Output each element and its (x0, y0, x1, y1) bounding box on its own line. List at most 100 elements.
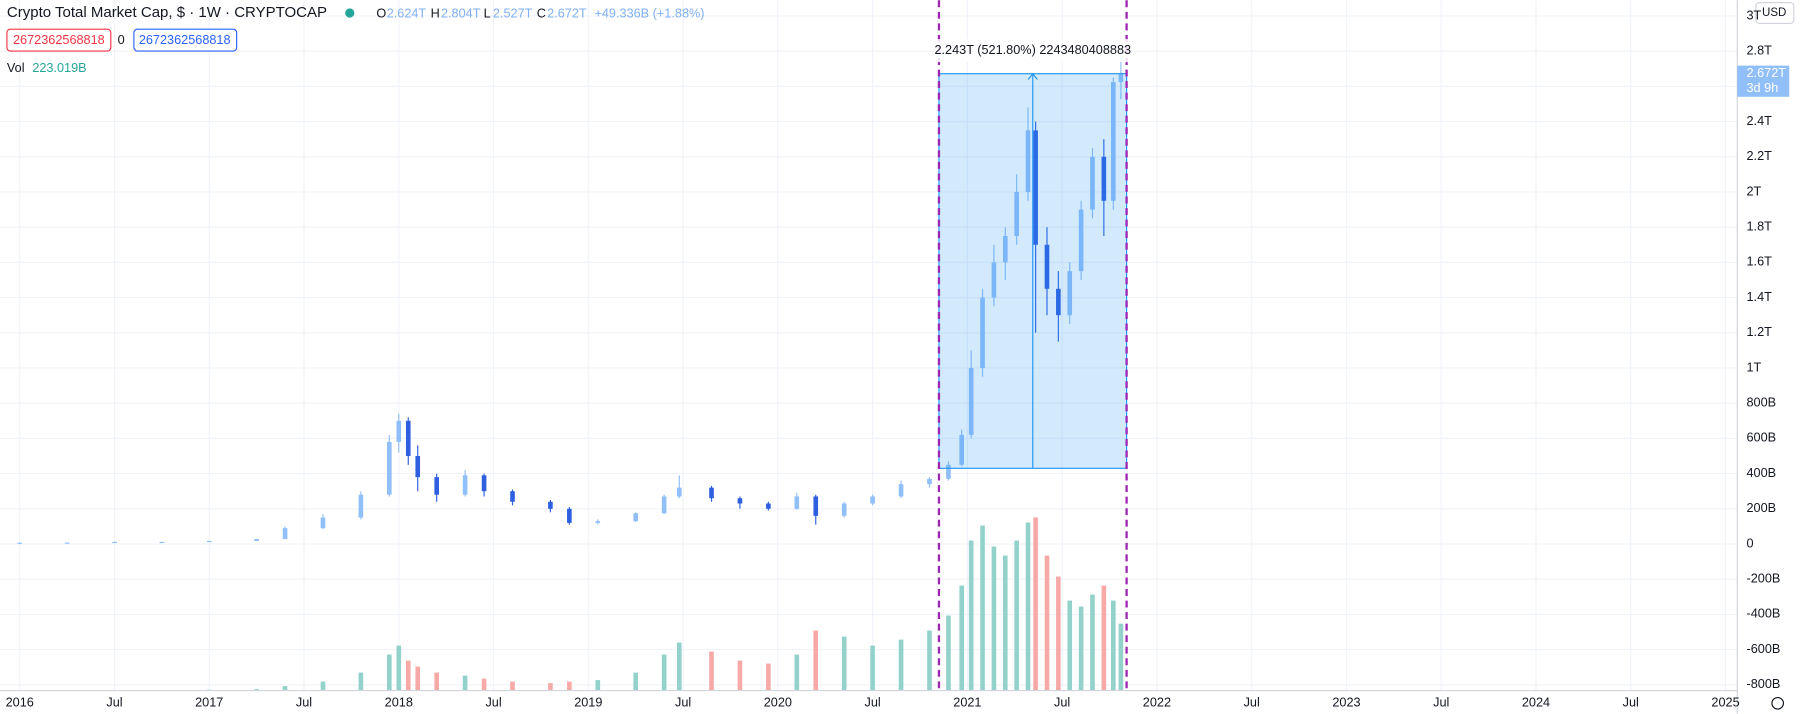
volume-bar (766, 663, 771, 691)
candle-body (927, 478, 932, 485)
candle-body (841, 503, 847, 516)
candle-body (254, 539, 259, 541)
chart-title: Crypto Total Market Cap, $ · 1W · CRYPTO… (7, 4, 327, 21)
volume-bar (481, 678, 487, 691)
candle-body (415, 455, 421, 478)
x-tick-label: Jul (485, 696, 501, 710)
candle-body (813, 496, 819, 516)
volume-bar (462, 675, 468, 691)
candle-body (282, 528, 288, 540)
candle-body (434, 477, 439, 495)
candle-body (396, 420, 402, 442)
x-tick-label: Jul (865, 696, 881, 710)
volume-bar (1033, 517, 1038, 691)
candle-body (462, 475, 468, 495)
candle-body (1044, 244, 1050, 289)
volume-bar (386, 654, 392, 691)
volume-bar (567, 681, 572, 691)
volume-bar (927, 630, 932, 691)
candle-body (794, 496, 800, 509)
ohlc-value: 2.527T (493, 7, 533, 21)
volume-bar (959, 585, 965, 691)
candle-body (1033, 130, 1038, 245)
candle-body (405, 420, 411, 456)
currency-button[interactable] (1755, 2, 1795, 24)
candle-body (946, 464, 951, 479)
x-tick-label: 2016 (6, 696, 34, 710)
volume-bar (358, 672, 364, 691)
volume-bar (633, 672, 639, 691)
currency-label[interactable]: USD (1762, 7, 1786, 19)
volume-bar (595, 680, 601, 691)
y-tick-label: 1.8T (1747, 220, 1773, 234)
y-tick-label: 0 (1747, 536, 1754, 550)
candle-body (1056, 288, 1061, 316)
measure-label-box (936, 39, 1129, 63)
x-tick-label: 2017 (195, 696, 223, 710)
candle-body (1067, 271, 1073, 316)
volume-bar (396, 645, 402, 691)
x-tick-label: 2020 (764, 696, 792, 710)
buy-price[interactable]: 2672362568818 (139, 33, 231, 47)
x-tick-label: 2021 (953, 696, 981, 710)
x-tick-label: 2019 (574, 696, 602, 710)
candle-body (1014, 191, 1019, 236)
x-tick-label: 2023 (1332, 696, 1360, 710)
settings-icon[interactable] (1771, 696, 1785, 710)
volume-bar (434, 672, 439, 691)
volume-bar (1101, 585, 1107, 691)
x-tick-label: 2025 (1711, 696, 1739, 710)
volume-bar (794, 654, 800, 691)
volume-bar (898, 639, 904, 691)
y-tick-label: 2.2T (1747, 149, 1773, 163)
x-tick-label: Jul (1244, 696, 1260, 710)
volume-bar (676, 642, 682, 691)
volume-bar (1025, 522, 1031, 691)
volume-bar (1118, 623, 1124, 691)
x-tick-label: Jul (1433, 696, 1449, 710)
x-tick-label: Jul (1623, 696, 1639, 710)
last-price-tag (1737, 65, 1790, 97)
y-tick-label: 2T (1747, 184, 1762, 198)
y-tick-label: 1T (1747, 360, 1762, 374)
sell-price[interactable]: 2672362568818 (13, 33, 105, 47)
y-tick-label: 1.4T (1747, 290, 1773, 304)
y-tick-label: 2.8T (1747, 44, 1773, 58)
volume-bar (510, 681, 515, 691)
y-tick-label: 200B (1747, 501, 1777, 515)
volume-bar (1014, 540, 1019, 691)
ohlc-key: H (431, 7, 440, 21)
y-tick-label: 2.4T (1747, 114, 1773, 128)
x-tick-label: 2018 (385, 696, 413, 710)
volume-bar (813, 630, 819, 691)
spread: 0 (118, 33, 125, 47)
volume-bar (841, 636, 847, 691)
x-tick-label: Jul (106, 696, 122, 710)
candle-body (481, 475, 487, 492)
candle-body (709, 487, 714, 499)
volume-bar (320, 681, 326, 691)
candle-body (898, 484, 904, 497)
volume-bar (282, 686, 288, 691)
volume-bar (946, 615, 951, 691)
volume-value: 223.019B (32, 61, 86, 75)
volume-bar (1056, 576, 1061, 691)
ohlc-value: 2.804T (441, 7, 481, 21)
sell-button[interactable] (6, 28, 112, 52)
volume-bar (254, 689, 259, 691)
volume-bar (548, 683, 553, 691)
y-tick-label: -600B (1747, 642, 1781, 656)
volume-bar (405, 660, 411, 691)
candle-body (959, 434, 965, 465)
measure-label: 2.243T (521.80%) 2243480408883 (934, 43, 1131, 57)
candle-body (676, 487, 682, 497)
volume-bar (737, 660, 743, 691)
candle-body (1090, 156, 1095, 210)
volume-bar (709, 651, 714, 691)
volume-bar (1044, 555, 1050, 691)
candle-body (737, 498, 743, 504)
y-tick-label: 600B (1747, 431, 1777, 445)
buy-button[interactable] (133, 28, 238, 52)
candle-body (661, 496, 667, 514)
